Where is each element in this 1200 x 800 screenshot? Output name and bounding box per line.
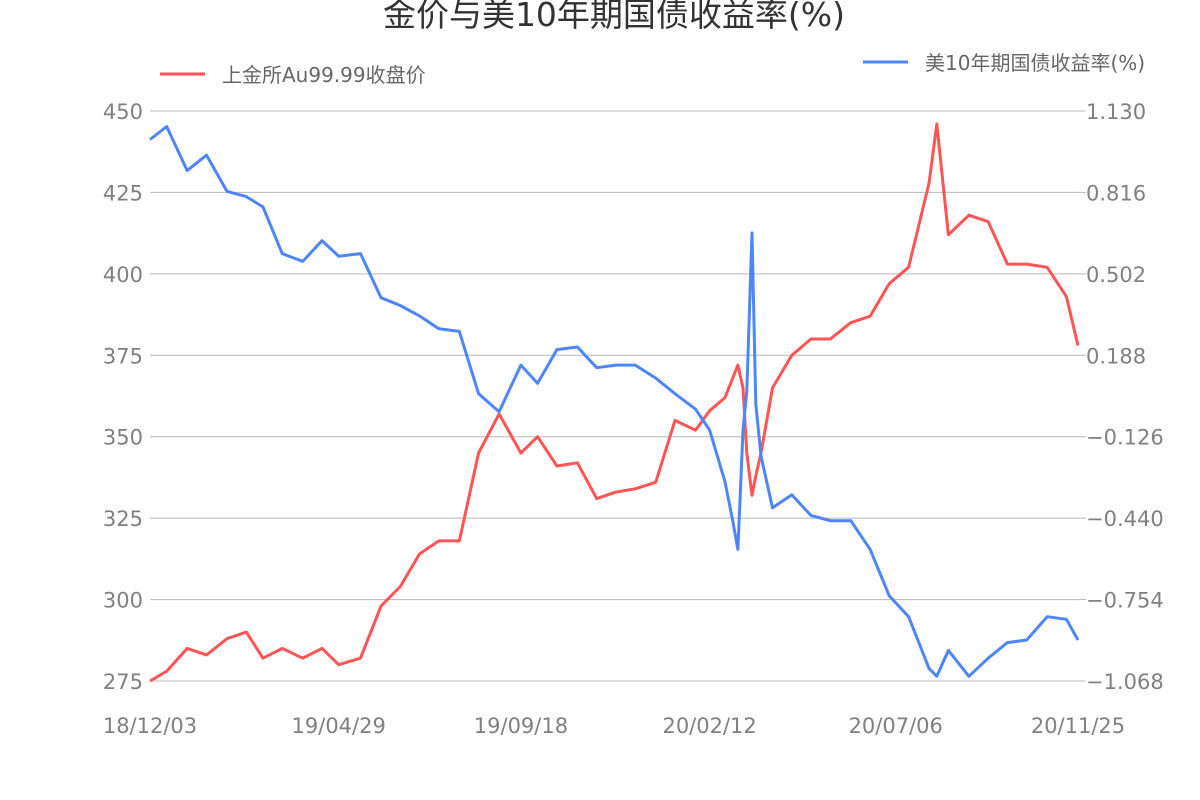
y-right-tick-label: 1.130 xyxy=(1086,100,1146,124)
y-left-tick-label: 300 xyxy=(103,589,143,613)
x-axis: 18/12/03 19/04/29 19/09/18 20/02/12 20/07/06… xyxy=(103,714,1125,738)
y-right-tick-label: −0.440 xyxy=(1086,507,1164,531)
x-tick-label: 20/07/06 xyxy=(849,714,943,738)
y-left-tick-label: 275 xyxy=(103,670,143,694)
y-right-tick-label: −0.754 xyxy=(1086,589,1164,613)
y-left-tick-label: 400 xyxy=(103,263,143,287)
chart-title: 金价与美10年期国债收益率(%) xyxy=(383,0,845,34)
y-axis-left: 450 425 400 375 350 325 300 275 xyxy=(103,100,143,694)
y-left-tick-label: 450 xyxy=(103,100,143,124)
y-left-tick-label: 425 xyxy=(103,181,143,205)
legend-gold[interactable]: 上金所Au99.99收盘价 xyxy=(160,63,426,87)
y-right-tick-label: 0.816 xyxy=(1086,181,1146,205)
x-tick-label: 20/02/12 xyxy=(662,714,756,738)
x-tick-label: 18/12/03 xyxy=(103,714,197,738)
x-tick-label: 19/09/18 xyxy=(474,714,568,738)
y-right-tick-label: 0.502 xyxy=(1086,263,1146,287)
legend-yield[interactable]: 美10年期国债收益率(%) xyxy=(863,51,1145,75)
y-left-tick-label: 325 xyxy=(103,507,143,531)
gold-price-line xyxy=(149,122,1080,683)
y-left-tick-label: 375 xyxy=(103,344,143,368)
series-lines xyxy=(149,122,1080,683)
y-right-tick-label: 0.188 xyxy=(1086,344,1146,368)
x-tick-label: 19/04/29 xyxy=(292,714,386,738)
y-right-tick-label: −0.126 xyxy=(1086,426,1164,450)
legend-label-yield: 美10年期国债收益率(%) xyxy=(925,51,1145,75)
treasury-yield-line xyxy=(149,125,1080,678)
x-tick-label: 20/11/25 xyxy=(1031,714,1125,738)
y-right-tick-label: −1.068 xyxy=(1086,670,1164,694)
y-axis-right: 1.130 0.816 0.502 0.188 −0.126 −0.440 −0.754 −1… xyxy=(1078,100,1164,694)
gridlines xyxy=(150,110,1078,682)
y-left-tick-label: 350 xyxy=(103,426,143,450)
legend-label-gold: 上金所Au99.99收盘价 xyxy=(222,63,426,87)
